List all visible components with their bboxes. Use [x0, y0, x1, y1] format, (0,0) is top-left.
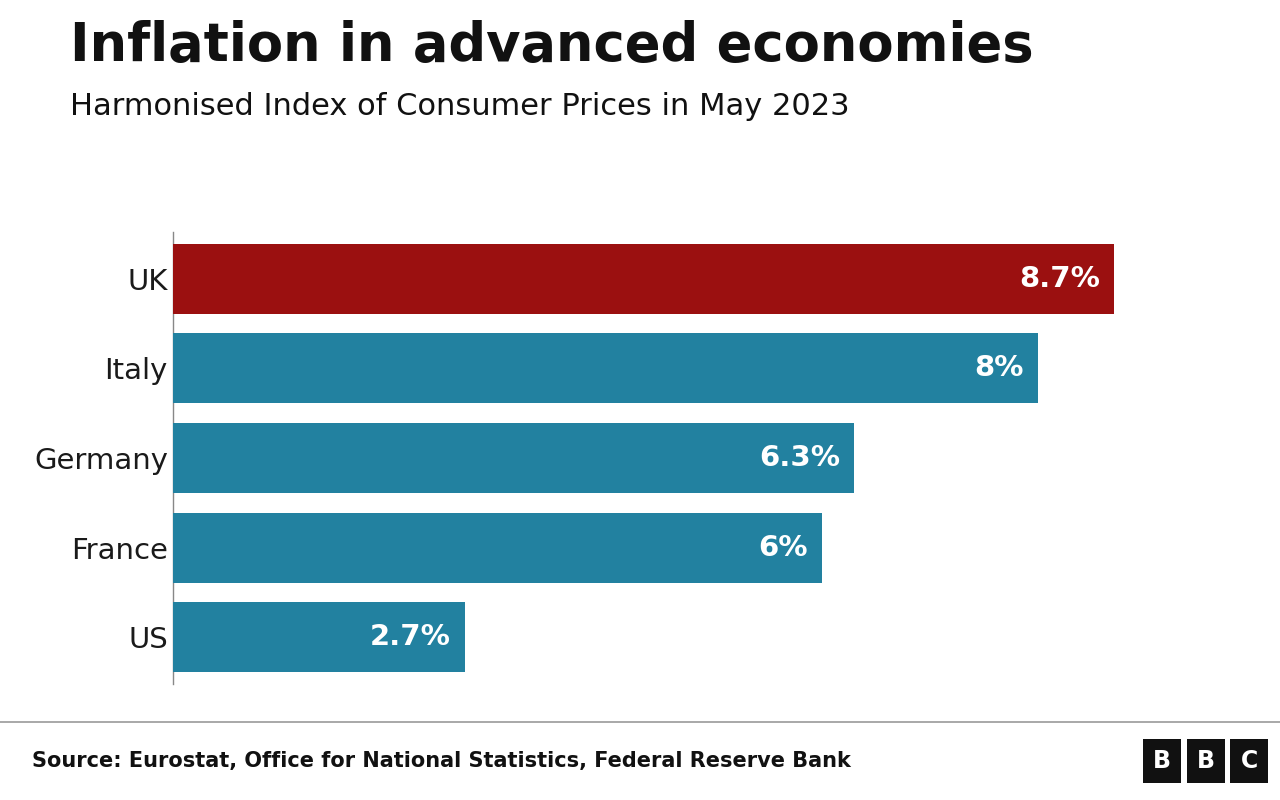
Bar [173, 423, 854, 493]
Bar [173, 244, 1114, 314]
Text: Harmonised Index of Consumer Prices in May 2023: Harmonised Index of Consumer Prices in M… [70, 92, 850, 121]
Bar [173, 602, 465, 672]
Bar [173, 513, 822, 582]
Text: C: C [1240, 749, 1258, 773]
Bar [173, 334, 1038, 403]
Text: 6%: 6% [758, 534, 808, 562]
Text: Source: Eurostat, Office for National Statistics, Federal Reserve Bank: Source: Eurostat, Office for National St… [32, 750, 851, 771]
Text: 8%: 8% [974, 354, 1024, 382]
Text: 8.7%: 8.7% [1019, 265, 1100, 293]
Text: 2.7%: 2.7% [370, 623, 451, 651]
Text: 6.3%: 6.3% [759, 444, 840, 472]
Text: B: B [1153, 749, 1171, 773]
Text: Inflation in advanced economies: Inflation in advanced economies [70, 20, 1034, 72]
Text: B: B [1197, 749, 1215, 773]
